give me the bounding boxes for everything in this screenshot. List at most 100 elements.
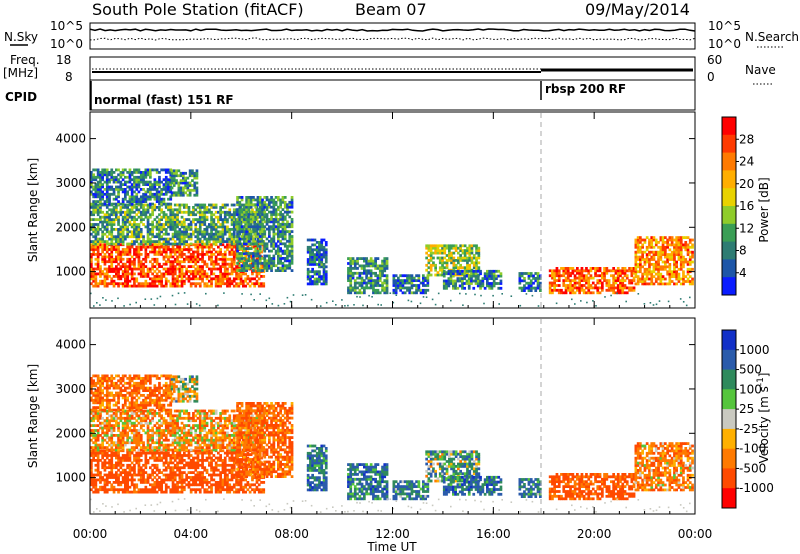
power-echo-cell xyxy=(412,291,416,295)
power-echo-cell xyxy=(268,261,271,265)
power-echo-cell xyxy=(110,218,114,221)
power-echo-cell xyxy=(320,243,324,247)
power-echo-cell xyxy=(245,196,248,199)
velocity-echo-cell xyxy=(92,481,95,484)
power-echo-cell xyxy=(198,272,202,276)
power-echo-cell xyxy=(151,225,154,229)
power-echo-cell xyxy=(309,275,312,278)
power-echo-cell xyxy=(272,213,276,216)
power-echo-cell xyxy=(126,175,129,179)
velocity-echo-cell xyxy=(94,451,98,455)
power-echo-cell xyxy=(625,274,629,278)
power-echo-cell xyxy=(555,302,558,305)
power-echo-cell xyxy=(124,284,127,288)
power-echo-cell xyxy=(376,257,380,260)
power-echo-cell xyxy=(101,257,104,261)
power-echo-cell xyxy=(133,200,136,203)
power-echo-cell xyxy=(288,249,292,253)
power-echo-cell xyxy=(532,286,535,290)
power-echo-cell xyxy=(634,255,638,259)
power-echo-cell xyxy=(467,277,471,280)
noise-sky-label: N.Sky xyxy=(4,30,38,44)
power-echo-cell xyxy=(377,303,379,306)
power-echo-cell xyxy=(603,269,606,273)
power-echo-cell xyxy=(527,277,531,280)
power-echo-cell xyxy=(351,257,355,260)
power-echo-cell xyxy=(101,260,104,264)
power-echo-cell xyxy=(137,178,141,182)
velocity-echo-cell xyxy=(169,476,173,479)
power-echo-cell xyxy=(283,249,287,253)
power-echo-cell xyxy=(454,286,457,290)
power-echo-cell xyxy=(677,243,681,247)
power-echo-cell xyxy=(265,213,269,216)
power-echo-cell xyxy=(119,183,123,186)
power-echo-cell xyxy=(96,175,100,179)
power-echo-cell xyxy=(128,188,132,191)
velocity-echo-cell xyxy=(128,463,132,467)
power-echo-cell xyxy=(258,230,262,233)
power-echo-cell xyxy=(173,265,177,268)
power-echo-cell xyxy=(261,208,264,211)
power-echo-cell xyxy=(124,180,127,184)
power-echo-cell xyxy=(573,279,577,282)
power-echo-cell xyxy=(155,171,159,174)
power-echo-cell xyxy=(167,220,170,224)
power-echo-cell xyxy=(408,286,412,290)
power-echo-cell xyxy=(228,230,232,234)
power-echo-cell xyxy=(438,249,442,252)
power-echo-cell xyxy=(149,195,152,199)
power-echo-cell xyxy=(288,237,292,241)
power-echo-cell xyxy=(96,180,100,184)
power-echo-cell xyxy=(162,168,166,172)
velocity-echo-cell xyxy=(135,485,139,489)
power-echo-cell xyxy=(347,267,350,270)
power-echo-cell xyxy=(470,244,474,248)
power-echo-cell xyxy=(569,288,572,292)
power-echo-cell xyxy=(121,265,125,268)
power-echo-cell xyxy=(659,238,663,242)
power-echo-cell xyxy=(286,208,289,211)
power-echo-cell xyxy=(475,251,478,255)
velocity-echo-cell xyxy=(108,481,111,484)
power-echo-cell xyxy=(249,203,253,207)
power-echo-cell xyxy=(263,257,267,260)
power-echo-cell xyxy=(236,237,239,241)
power-echo-cell xyxy=(217,237,220,241)
power-echo-cell xyxy=(648,272,651,276)
power-echo-cell xyxy=(406,281,409,285)
power-echo-cell xyxy=(363,271,366,275)
power-echo-cell xyxy=(171,232,175,236)
velocity-echo-cell xyxy=(112,485,116,489)
power-echo-cell xyxy=(135,235,139,239)
power-echo-cell xyxy=(105,218,109,221)
velocity-echo-cell xyxy=(149,488,152,492)
power-echo-cell xyxy=(90,175,93,179)
power-echo-cell xyxy=(381,271,384,275)
power-echo-cell xyxy=(376,274,380,278)
velocity-echo-cell xyxy=(96,471,100,474)
velocity-echo-cell xyxy=(162,468,166,472)
power-echo-cell xyxy=(664,277,667,281)
power-echo-cell xyxy=(226,243,229,247)
power-echo-cell xyxy=(151,284,154,288)
power-echo-cell xyxy=(214,237,218,241)
power-echo-cell xyxy=(167,245,170,249)
power-echo-cell xyxy=(265,259,269,263)
power-echo-cell xyxy=(173,223,177,226)
power-echo-cell xyxy=(634,270,638,274)
power-echo-cell xyxy=(309,280,312,283)
power-echo-cell xyxy=(252,242,255,246)
power-echo-cell xyxy=(171,215,175,219)
velocity-echo-cell xyxy=(115,473,118,477)
power-echo-cell xyxy=(641,243,644,247)
power-echo-cell xyxy=(381,264,384,268)
power-echo-cell xyxy=(146,270,150,273)
power-echo-cell xyxy=(630,279,634,282)
power-echo-cell xyxy=(682,301,685,303)
power-echo-cell xyxy=(686,250,690,254)
power-echo-cell xyxy=(450,299,452,302)
power-echo-cell xyxy=(117,245,120,249)
power-echo-cell xyxy=(399,279,402,282)
power-echo-cell xyxy=(179,186,183,190)
